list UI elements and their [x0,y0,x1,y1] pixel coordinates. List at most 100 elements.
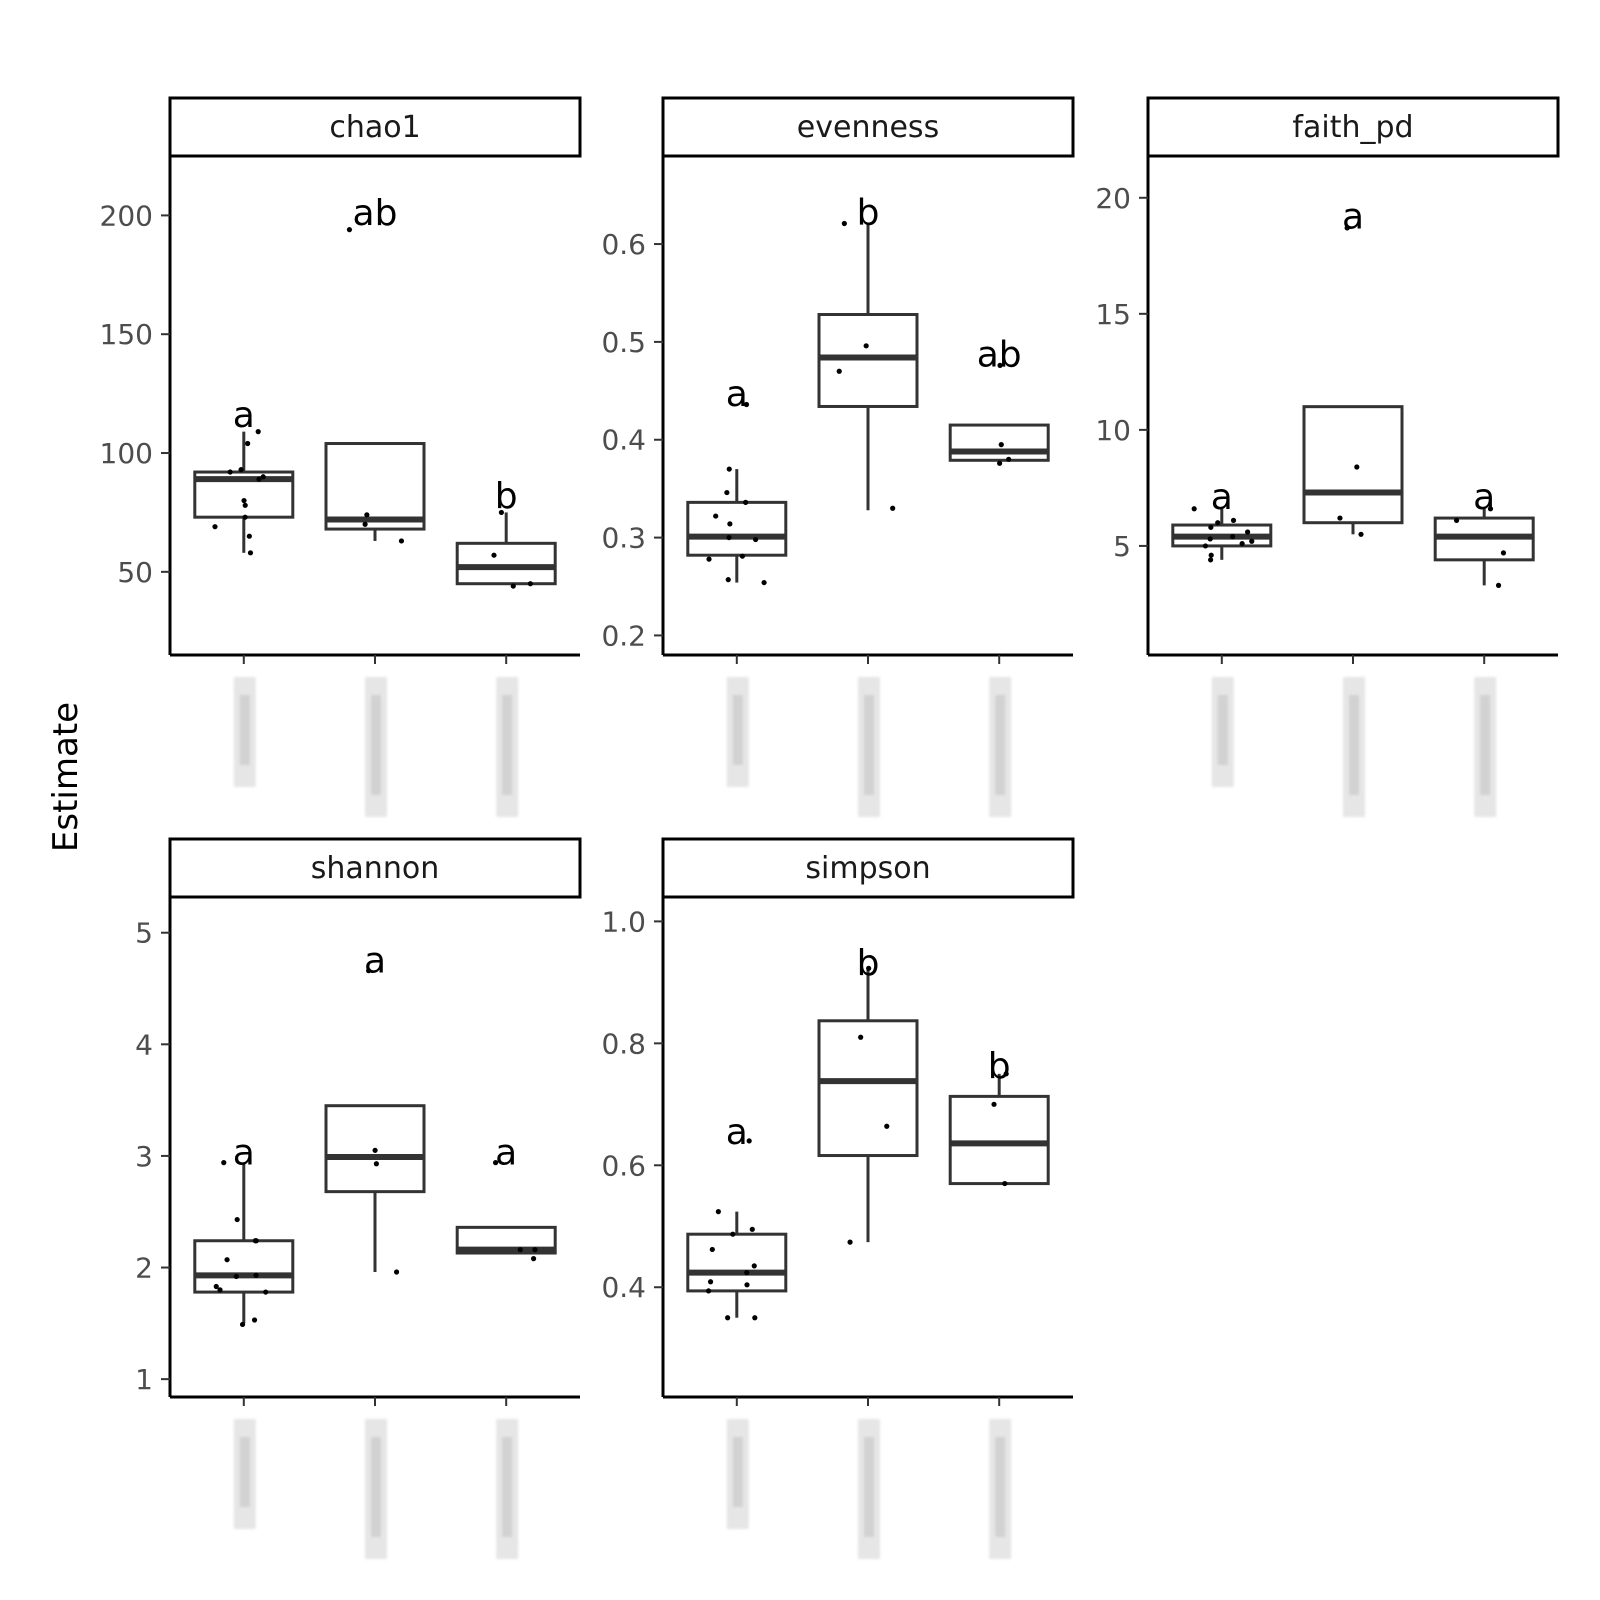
significance-letter: a [726,1112,748,1153]
data-point [991,1101,997,1107]
box-iqr [817,1019,919,1158]
facet-chao1: chao1 50 100 150 200 a ab b [100,96,582,817]
data-point [530,1256,537,1262]
data-point [1337,515,1343,521]
x-tick-label-obscured [732,1437,743,1507]
box-iqr [455,541,557,586]
facet-strip [661,837,1075,899]
data-point [362,521,368,527]
x-tick-label-obscured [864,695,874,795]
data-point [238,467,244,473]
data-point [749,1226,755,1232]
x-tick-label-obscured [371,695,381,795]
data-point [253,1272,259,1278]
significance-letter: a [495,1133,517,1174]
data-point [372,1147,378,1153]
y-tick-label: 200 [100,199,153,232]
box-iqr [193,1239,295,1294]
data-point [1208,524,1214,530]
significance-letter: ab [353,193,398,234]
data-point [998,442,1004,448]
data-point [517,1247,523,1253]
data-point [492,1160,499,1166]
data-point [1495,582,1502,588]
data-point [1230,517,1237,523]
data-point [346,227,353,233]
significance-letter: b [495,476,518,517]
data-point [1003,1071,1009,1077]
facet-strip [168,96,582,158]
facet-strip [1146,96,1560,158]
significance-letter: a [233,1133,255,1174]
data-point [224,1257,230,1263]
data-point [858,1034,864,1040]
data-point [213,1283,219,1290]
box-iqr [1302,405,1404,525]
data-point [1002,1180,1008,1187]
data-point [884,1123,890,1129]
data-point [217,1287,223,1293]
y-tick-label: 15 [1095,298,1131,331]
data-point [1191,506,1197,512]
data-point [212,524,218,530]
y-tick-label: 10 [1095,414,1131,447]
significance-letter: a [364,941,386,982]
x-tick-label-obscured [371,1437,381,1537]
facet-faith_pd: faith_pd 5 10 15 20 a a a [1095,96,1560,817]
data-point [744,1282,750,1288]
data-point [510,583,516,589]
y-tick-label: 2 [135,1252,153,1285]
y-tick-label: 0.8 [601,1027,646,1060]
data-point [398,538,405,544]
data-point [1358,531,1364,537]
x-tick-label-obscured [732,695,743,765]
y-tick-label: 0.6 [601,228,646,261]
data-point [246,533,252,539]
data-point [491,552,497,558]
y-tick-label: 0.3 [601,522,646,555]
significance-letter: a [1342,196,1364,237]
data-point [366,968,372,974]
facet-shannon: shannon 1 2 3 4 5 a a a [135,837,582,1559]
data-point [751,1263,757,1269]
data-point [705,1288,712,1294]
data-point [724,489,730,496]
data-point [1215,520,1221,526]
data-point [241,497,247,504]
data-point [1239,540,1245,547]
facet-strip-label: shannon [311,851,439,886]
y-tick-label: 5 [1113,530,1131,563]
data-point [532,1247,538,1253]
data-point [239,1321,246,1328]
data-point [1249,538,1255,544]
y-tick-label: 0.4 [601,1271,646,1304]
x-tick-label-obscured [1217,695,1228,765]
data-point [726,466,732,472]
data-point [752,1315,758,1321]
data-point [393,1269,400,1275]
facet-panels: chao150100150200aabbevenness0.20.30.40.5… [100,96,1560,1559]
y-tick-label: 100 [100,437,153,470]
data-point [251,1317,258,1323]
data-point [1245,529,1251,535]
data-point [746,1138,752,1144]
data-point [726,534,732,541]
data-point [725,1315,731,1321]
x-tick-label-obscured [864,1437,874,1537]
y-tick-label: 150 [100,318,153,351]
data-point [1208,557,1214,563]
x-tick-label-obscured [239,1437,250,1507]
y-tick-label: 5 [135,917,153,950]
data-point [247,550,254,556]
y-tick-label: 1 [135,1363,153,1396]
data-point [1453,517,1460,523]
x-tick-label-obscured [995,695,1006,795]
data-point [997,460,1003,466]
data-point [836,368,842,374]
y-tick-label: 3 [135,1140,153,1173]
data-point [527,581,533,587]
data-point [841,220,847,227]
